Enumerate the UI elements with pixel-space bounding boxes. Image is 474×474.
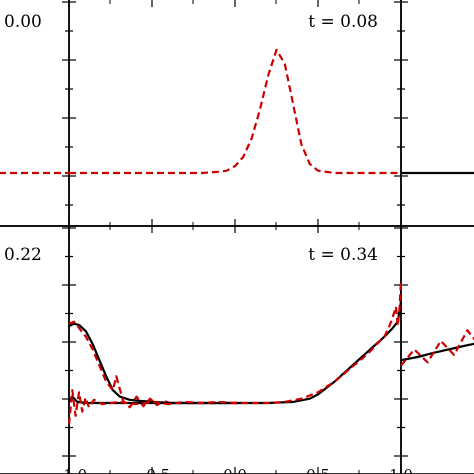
panel-frame xyxy=(400,0,474,227)
panel-frame xyxy=(68,0,402,227)
annotation-top-left: 0.00 xyxy=(4,12,42,32)
x-tick-label: 0.0 xyxy=(223,466,247,474)
series-lines xyxy=(0,48,474,425)
x-tick-label: −1.0 xyxy=(51,466,87,474)
annotation-bottom-left: 0.22 xyxy=(4,245,42,265)
dashed-series-line xyxy=(67,279,403,425)
annotation-top-center: t = 0.08 xyxy=(308,12,378,32)
x-tick-label: −0.5 xyxy=(134,466,170,474)
dashed-series-line xyxy=(400,329,474,367)
axis-ticks xyxy=(62,0,408,474)
panel-frame xyxy=(0,0,70,227)
dashed-series-line xyxy=(69,48,401,175)
annotation-bottom-center: t = 0.34 xyxy=(308,245,378,265)
x-tick-label: 1.0 xyxy=(389,466,413,474)
panel-frame xyxy=(400,225,474,474)
panel-annotations: 0.00 t = 0.08 0.22 t = 0.34 xyxy=(4,12,378,265)
dashed-series-line xyxy=(68,320,238,409)
solid-series-line xyxy=(68,322,238,405)
solid-series-line xyxy=(400,342,474,362)
x-tick-label: 0.5 xyxy=(306,466,330,474)
x-tick-labels: −1.0 −0.5 0.0 0.5 1.0 xyxy=(51,466,413,474)
